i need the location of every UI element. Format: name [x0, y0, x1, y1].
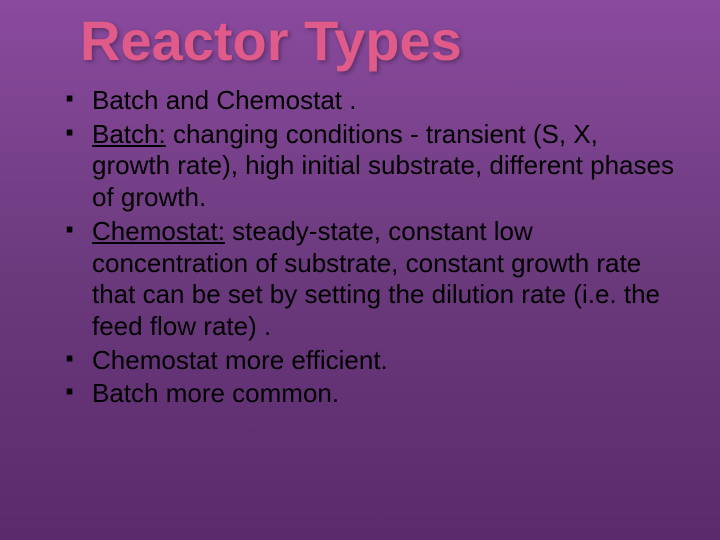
bullet-text: changing conditions - transient (S, X, g…	[92, 119, 674, 212]
list-item: Chemostat more efficient.	[64, 345, 680, 377]
list-item: Chemostat: steady-state, constant low co…	[64, 216, 680, 343]
list-item: Batch and Chemostat .	[64, 85, 680, 117]
bullet-text: Batch more common.	[92, 378, 339, 408]
bullet-prefix: Chemostat:	[92, 216, 225, 246]
bullet-text: Chemostat more efficient.	[92, 345, 388, 375]
bullet-prefix: Batch:	[92, 119, 166, 149]
bullet-text: Batch and Chemostat .	[92, 85, 356, 115]
slide-title: Reactor Types	[80, 8, 680, 73]
list-item: Batch more common.	[64, 378, 680, 410]
list-item: Batch: changing conditions - transient (…	[64, 119, 680, 214]
bullet-list: Batch and Chemostat . Batch: changing co…	[40, 85, 680, 410]
slide: Reactor Types Batch and Chemostat . Batc…	[0, 0, 720, 540]
